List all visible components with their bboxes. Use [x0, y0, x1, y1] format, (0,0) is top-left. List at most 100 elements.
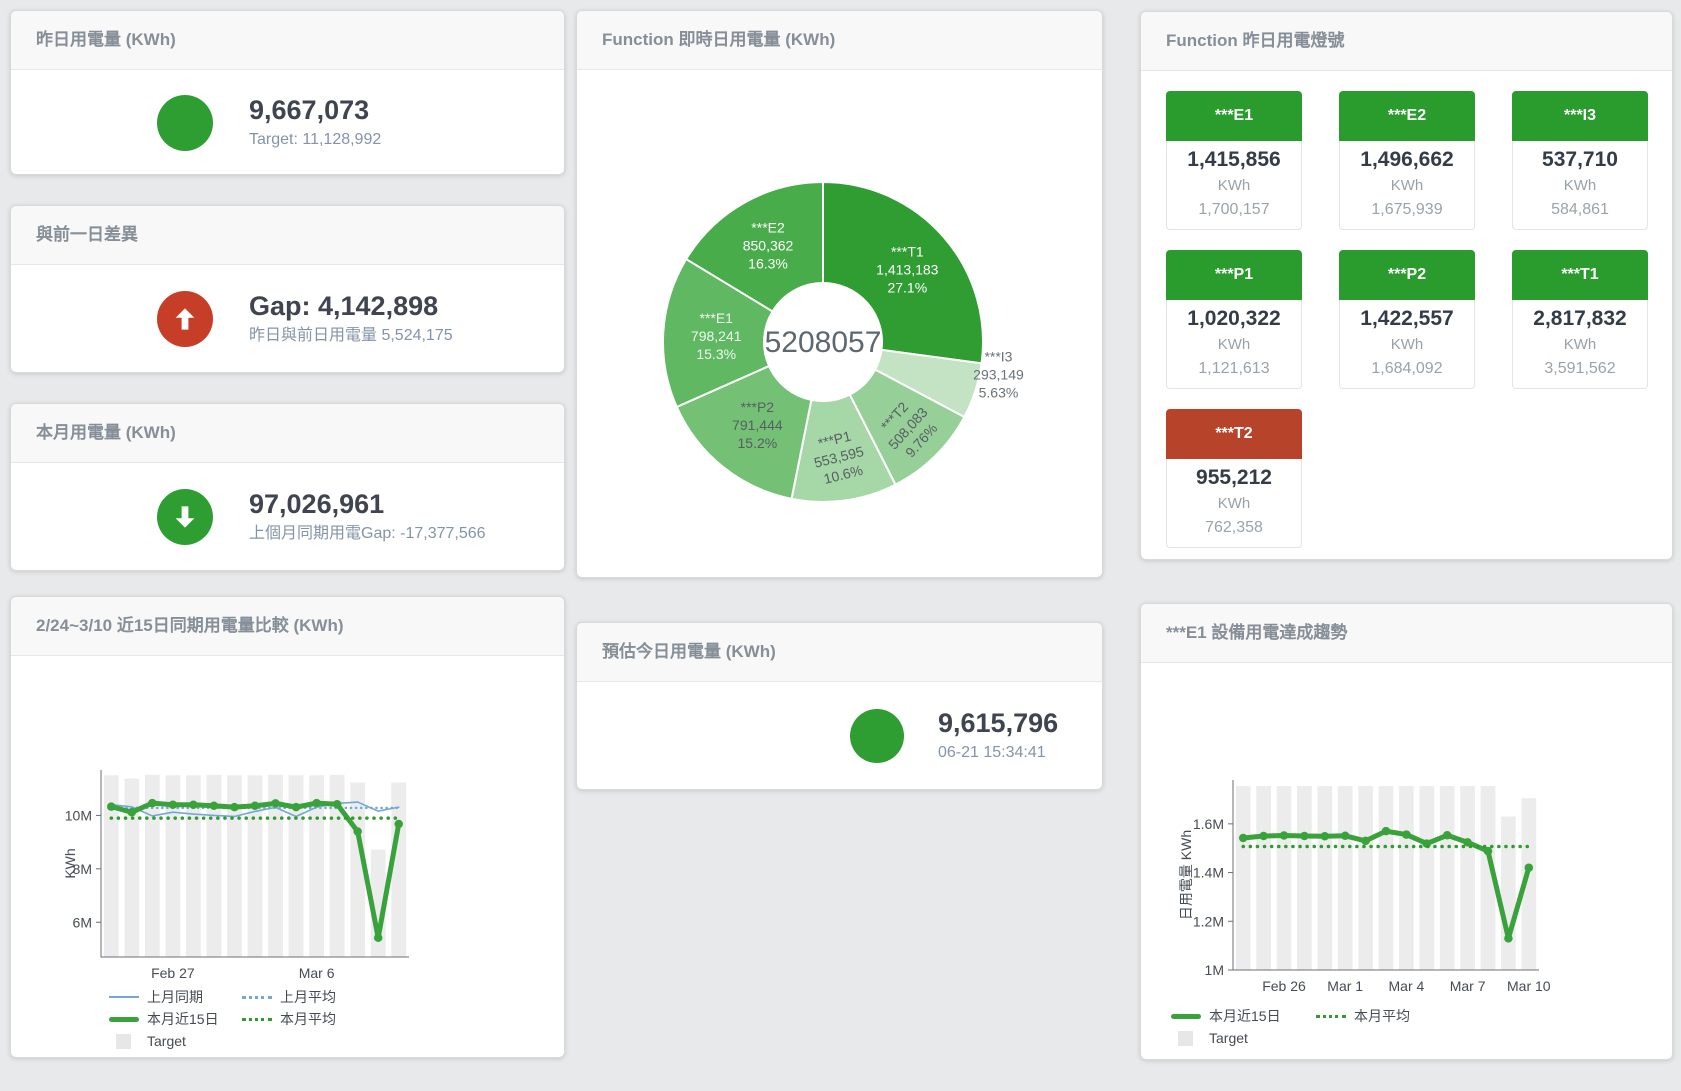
series-marker: [1300, 831, 1309, 841]
kpi-timestamp: 06-21 15:34:41: [938, 744, 1046, 761]
card-title: Function 即時日用電量 (KWh): [602, 30, 836, 49]
target-bar: [124, 778, 140, 957]
card-realtime-donut: Function 即時日用電量 (KWh) ***T1 1,413,183 27.1…: [576, 10, 1103, 578]
card-title: 昨日用電量 (KWh): [36, 30, 176, 49]
target-bar: [206, 774, 222, 957]
legend-label: Target: [147, 1033, 186, 1049]
series-marker: [1361, 836, 1370, 846]
light-tile-I3[interactable]: ***I3 537,710 KWh 584,861: [1512, 91, 1648, 230]
series-marker: [127, 807, 137, 817]
card-title: 本月用電量 (KWh): [36, 423, 176, 442]
donut-slice-label: ***E1 798,241 15.3%: [691, 310, 742, 362]
legend-item-Target[interactable]: Target: [1171, 1027, 1316, 1049]
series-marker: [1238, 833, 1248, 843]
x-tick-label: Mar 7: [1450, 978, 1486, 994]
card-header: 2/24~3/10 近15日同期用電量比較 (KWh): [11, 597, 564, 656]
tile-unit: KWh: [1217, 495, 1251, 512]
card-header: 與前一日差異: [11, 206, 564, 265]
tile-status-header: ***I3: [1512, 91, 1648, 141]
tile-value: 1,415,856: [1187, 148, 1281, 171]
tile-body: 537,710 KWh 584,861: [1512, 141, 1648, 230]
y-tick-label: 10M: [65, 807, 92, 823]
kpi-value: 9,667,073: [249, 94, 370, 125]
green-status-dot-icon: [157, 94, 213, 151]
tile-target-value: 762,358: [1205, 519, 1263, 536]
legend-chip-icon: [109, 996, 139, 998]
donut-slice-E1[interactable]: [662, 257, 774, 409]
target-bar: [1256, 786, 1271, 970]
kpi-text: Gap: 4,142,898 昨日與前日用電量 5,524,175: [249, 290, 453, 348]
series-marker: [271, 799, 280, 808]
legend-item-Target[interactable]: Target: [109, 1030, 242, 1052]
e1-trend-line-chart[interactable]: 1M 1.2M 1.4M 1.6M Feb 26 Mar 1 Mar 4 Mar 7 Mar 1…: [1141, 663, 1674, 1003]
legend-chip-icon: [1171, 1013, 1201, 1019]
legend-item-本月平均[interactable]: 本月平均: [1316, 1005, 1461, 1027]
kpi-row: 9,667,073 Target: 11,128,992: [11, 70, 564, 175]
tile-unit: KWh: [1563, 177, 1597, 194]
kpi-subtitle: 上個月同期用電Gap: -17,377,566: [249, 525, 486, 542]
target-bar: [1399, 786, 1414, 970]
series-marker: [1402, 830, 1411, 839]
trend-chart-legend: 本月近15日 本月平均 Target: [1171, 1005, 1471, 1049]
series-marker: [1320, 832, 1330, 841]
x-tick-label: Feb 27: [151, 965, 195, 981]
donut-slice-label: ***I3 293,149 5.63%: [973, 348, 1024, 400]
light-tile-E2[interactable]: ***E2 1,496,662 KWh 1,675,939: [1339, 91, 1475, 230]
donut-slice-label: ***P2 791,444 15.2%: [732, 399, 783, 451]
series-marker: [1381, 826, 1391, 836]
card-header: Function 昨日用電燈號: [1141, 12, 1672, 71]
series-line-上月同期: [110, 801, 400, 818]
target-bar: [1317, 786, 1333, 970]
legend-chip-icon: [242, 995, 272, 999]
light-tile-T2[interactable]: ***T2 955,212 KWh 762,358: [1166, 409, 1302, 548]
legend-item-上月同期[interactable]: 上月同期: [109, 986, 242, 1008]
donut-slice-P2[interactable]: [675, 364, 813, 501]
light-tile-E1[interactable]: ***E1 1,415,856 KWh 1,700,157: [1166, 91, 1302, 230]
target-bar: [329, 774, 345, 957]
tile-body: 1,020,322 KWh 1,121,613: [1166, 300, 1302, 389]
tile-target-value: 3,591,562: [1544, 360, 1616, 377]
donut-center-total: 5208057: [765, 326, 882, 359]
series-marker: [250, 801, 260, 811]
light-tile-P1[interactable]: ***P1 1,020,322 KWh 1,121,613: [1166, 250, 1302, 389]
tile-value: 537,710: [1542, 148, 1618, 171]
compare-line-chart[interactable]: 6M 8M 10M Feb 27 Mar 6 KWh: [11, 656, 566, 986]
legend-item-本月近15日[interactable]: 本月近15日: [109, 1008, 242, 1030]
target-bar: [103, 775, 119, 957]
y-axis-label: 日用電量 KWh: [1178, 830, 1194, 920]
tile-target-value: 1,700,157: [1198, 201, 1270, 218]
card-status-lights: Function 昨日用電燈號 ***E1 1,415,856 KWh 1,700,1…: [1140, 11, 1673, 560]
realtime-donut-chart[interactable]: ***T1 1,413,183 27.1%***I3 293,149 5.63%***T…: [577, 70, 1104, 578]
target-bar: [227, 775, 242, 957]
legend-item-上月平均[interactable]: 上月平均: [242, 986, 375, 1008]
kpi-row: 97,026,961 上個月同期用電Gap: -17,377,566: [11, 463, 564, 571]
card-header: Function 即時日用電量 (KWh): [577, 11, 1102, 70]
light-tile-P2[interactable]: ***P2 1,422,557 KWh 1,684,092: [1339, 250, 1475, 389]
legend-item-本月近15日[interactable]: 本月近15日: [1171, 1005, 1316, 1027]
card-header: 本月用電量 (KWh): [11, 404, 564, 463]
y-tick-label: 6M: [73, 914, 92, 930]
legend-item-本月平均[interactable]: 本月平均: [242, 1008, 375, 1030]
tile-body: 2,817,832 KWh 3,591,562: [1512, 300, 1648, 389]
tile-target-value: 1,675,939: [1371, 201, 1443, 218]
card-e1-trend-chart: ***E1 設備用電達成趨勢 1M 1.2M 1.4M 1.6M Feb 26 Mar 1…: [1140, 603, 1673, 1060]
donut-slice-E2[interactable]: [684, 180, 824, 313]
target-bar: [186, 775, 201, 957]
donut-slice-T1[interactable]: [822, 180, 984, 365]
series-marker: [373, 933, 383, 943]
kpi-subtitle: 昨日與前日用電量 5,524,175: [249, 327, 453, 344]
card-day-gap: 與前一日差異 Gap: 4,142,898 昨日與前日用電量 5,524,175: [10, 205, 565, 373]
card-title: 2/24~3/10 近15日同期用電量比較 (KWh): [36, 616, 344, 635]
y-tick-label: 1.6M: [1193, 816, 1224, 832]
light-tile-T1[interactable]: ***T1 2,817,832 KWh 3,591,562: [1512, 250, 1648, 389]
tile-unit: KWh: [1390, 336, 1424, 353]
kpi-subtitle: Target: 11,128,992: [249, 130, 382, 148]
card-title: ***E1 設備用電達成趨勢: [1166, 623, 1348, 642]
tile-target-value: 1,121,613: [1198, 360, 1270, 377]
target-bar: [144, 774, 160, 957]
tile-value: 1,422,557: [1360, 307, 1454, 330]
card-header: 預估今日用電量 (KWh): [577, 623, 1102, 682]
tile-value: 1,496,662: [1360, 148, 1454, 171]
tile-unit: KWh: [1390, 177, 1424, 194]
